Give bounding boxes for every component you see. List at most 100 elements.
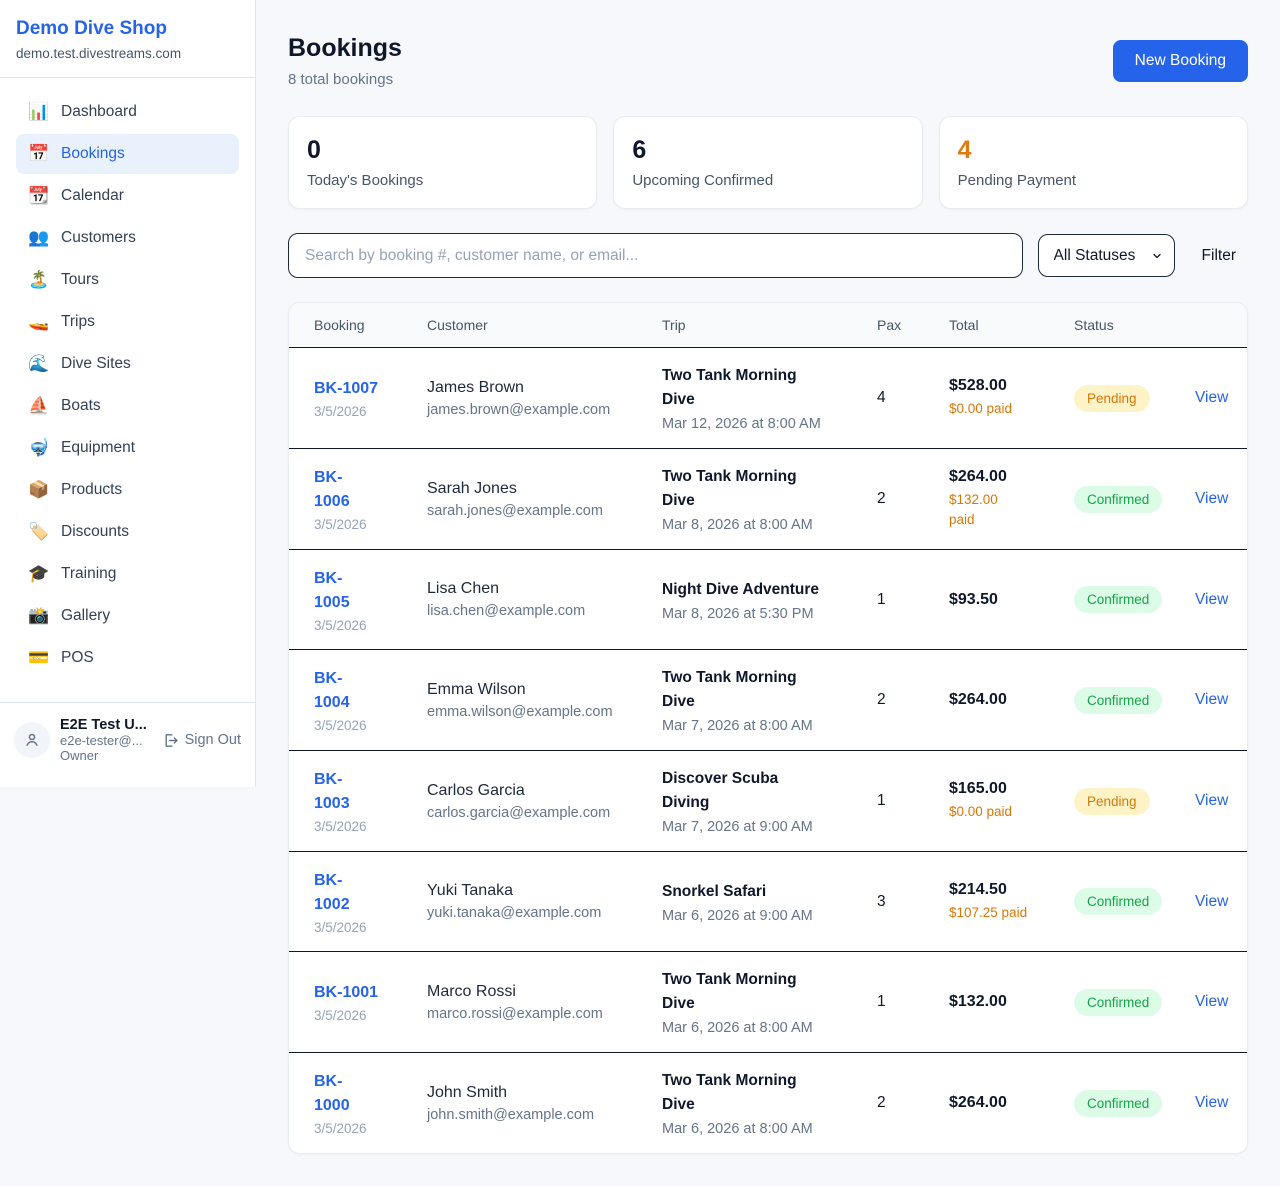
sidebar-item-customers[interactable]: 👥 Customers	[16, 218, 239, 258]
total-amount: $264.00	[949, 1094, 1007, 1112]
sidebar-item-tours[interactable]: 🏝️ Tours	[16, 260, 239, 300]
view-link[interactable]: View	[1195, 490, 1229, 508]
sidebar-item-label: POS	[61, 649, 94, 666]
booking-id-link[interactable]: BK- 1003	[314, 771, 350, 813]
sidebar-item-boats[interactable]: ⛵ Boats	[16, 386, 239, 426]
stat-card-today-s-bookings: 0 Today's Bookings	[288, 116, 598, 209]
booking-id-link[interactable]: BK- 1002	[314, 871, 350, 913]
pax-count: 1	[877, 993, 886, 1011]
booking-cell: BK- 1004 3/5/2026	[289, 651, 427, 749]
customer-name: Yuki Tanaka	[427, 882, 513, 900]
pax-cell: 2	[877, 1078, 949, 1128]
sidebar-item-bookings[interactable]: 📅 Bookings	[16, 134, 239, 174]
booking-date: 3/5/2026	[314, 1121, 367, 1137]
sidebar-item-products[interactable]: 📦 Products	[16, 470, 239, 510]
status-badge: Pending	[1074, 787, 1150, 815]
package-icon: 📦	[28, 480, 50, 499]
sidebar-nav: 📊 Dashboard 📅 Bookings 📆 Calendar 👥 Customers 🏝️…	[0, 78, 255, 696]
status-cell: Confirmed	[1074, 973, 1195, 1032]
status-filter-wrap: All Statuses	[1037, 234, 1175, 277]
total-amount: $165.00	[949, 780, 1007, 798]
status-badge: Confirmed	[1074, 1089, 1163, 1117]
page-title: Bookings	[288, 34, 402, 62]
view-link[interactable]: View	[1195, 892, 1229, 910]
customer-cell: Carlos Garcia carlos.garcia@example.com	[427, 766, 662, 837]
trip-datetime: Mar 6, 2026 at 8:00 AM	[662, 1020, 813, 1037]
paid-amount: $132.00 paid	[949, 492, 998, 528]
booking-id-link[interactable]: BK- 1000	[314, 1073, 350, 1115]
new-booking-button[interactable]: New Booking	[1112, 40, 1248, 82]
sidebar-item-calendar[interactable]: 📆 Calendar	[16, 176, 239, 216]
view-link[interactable]: View	[1195, 792, 1229, 810]
user-meta: E2E Test U... e2e-tester@... Owner	[60, 717, 152, 763]
sidebar-item-discounts[interactable]: 🏷️ Discounts	[16, 512, 239, 552]
trip-name: Two Tank Morning Dive	[662, 468, 797, 510]
table-row: BK- 1006 3/5/2026 Sarah Jones sarah.jones@e…	[289, 449, 1247, 551]
page-header: Bookings 8 total bookings New Booking	[288, 34, 1248, 88]
trip-name: Two Tank Morning Dive	[662, 669, 797, 711]
booking-id-link[interactable]: BK- 1004	[314, 670, 350, 712]
booking-id-link[interactable]: BK- 1006	[314, 469, 350, 511]
sign-out-button[interactable]: Sign Out	[162, 732, 241, 749]
sidebar-item-training[interactable]: 🎓 Training	[16, 554, 239, 594]
view-link[interactable]: View	[1195, 389, 1229, 407]
column-header-booking: Booking	[314, 317, 365, 333]
booking-id-link[interactable]: BK-1001	[314, 984, 379, 1002]
view-link[interactable]: View	[1195, 993, 1229, 1011]
paid-amount: $107.25 paid	[949, 904, 1028, 920]
shop-domain: demo.test.divestreams.com	[16, 46, 182, 61]
pax-cell: 4	[877, 373, 949, 423]
view-link[interactable]: View	[1195, 590, 1229, 608]
trip-datetime: Mar 12, 2026 at 8:00 AM	[662, 416, 821, 433]
page-subtitle: 8 total bookings	[288, 71, 394, 88]
action-cell: View	[1195, 776, 1247, 826]
filter-button[interactable]: Filter	[1190, 247, 1248, 265]
stat-label: Upcoming Confirmed	[632, 172, 774, 189]
booking-date: 3/5/2026	[314, 819, 367, 835]
table-header-row: Booking Customer Trip Pax Total Status	[289, 303, 1247, 348]
pax-count: 4	[877, 389, 886, 407]
status-badge: Confirmed	[1074, 485, 1163, 513]
sidebar-item-gallery[interactable]: 📸 Gallery	[16, 596, 239, 636]
sidebar-item-equipment[interactable]: 🤿 Equipment	[16, 428, 239, 468]
total-cell: $264.00 $132.00 paid	[949, 452, 1074, 545]
status-filter-select[interactable]: All Statuses	[1037, 234, 1175, 277]
customer-name: Sarah Jones	[427, 479, 517, 497]
pax-count: 1	[877, 590, 886, 608]
sidebar-item-dashboard[interactable]: 📊 Dashboard	[16, 92, 239, 132]
sidebar-item-pos[interactable]: 💳 POS	[16, 638, 239, 678]
action-cell: View	[1195, 474, 1247, 524]
booking-id-link[interactable]: BK-1007	[314, 380, 379, 398]
sidebar-item-dive-sites[interactable]: 🌊 Dive Sites	[16, 344, 239, 384]
view-link[interactable]: View	[1195, 1094, 1229, 1112]
total-cell: $165.00 $0.00 paid	[949, 764, 1074, 838]
status-badge: Confirmed	[1074, 888, 1163, 916]
column-header-status: Status	[1074, 317, 1114, 333]
total-cell: $264.00	[949, 675, 1074, 725]
column-header-customer: Customer	[427, 317, 488, 333]
sidebar-item-label: Customers	[61, 229, 136, 246]
trip-cell: Two Tank Morning Dive Mar 8, 2026 at 8:00…	[662, 449, 877, 549]
customer-email: carlos.garcia@example.com	[427, 804, 611, 821]
total-amount: $214.50	[949, 880, 1007, 898]
trip-cell: Snorkel Safari Mar 6, 2026 at 9:00 AM	[662, 864, 877, 940]
action-cell: View	[1195, 575, 1247, 625]
booking-cell: BK- 1006 3/5/2026	[289, 450, 427, 548]
customer-email: lisa.chen@example.com	[427, 603, 586, 620]
customer-cell: Lisa Chen lisa.chen@example.com	[427, 564, 662, 635]
customer-email: james.brown@example.com	[427, 401, 611, 418]
total-cell: $132.00	[949, 977, 1074, 1027]
sidebar-item-trips[interactable]: 🚤 Trips	[16, 302, 239, 342]
booking-id-link[interactable]: BK- 1005	[314, 569, 350, 611]
trip-cell: Two Tank Morning Dive Mar 6, 2026 at 8:00…	[662, 952, 877, 1052]
trip-name: Two Tank Morning Dive	[662, 971, 797, 1013]
pax-cell: 1	[877, 977, 949, 1027]
total-cell: $93.50	[949, 575, 1074, 625]
sidebar-item-label: Tours	[61, 271, 99, 288]
status-cell: Confirmed	[1074, 570, 1195, 629]
view-link[interactable]: View	[1195, 691, 1229, 709]
customer-cell: Marco Rossi marco.rossi@example.com	[427, 967, 662, 1038]
sidebar-item-label: Dashboard	[61, 103, 137, 120]
camera-flash-icon: 📸	[28, 606, 50, 625]
search-input[interactable]	[288, 233, 1023, 278]
